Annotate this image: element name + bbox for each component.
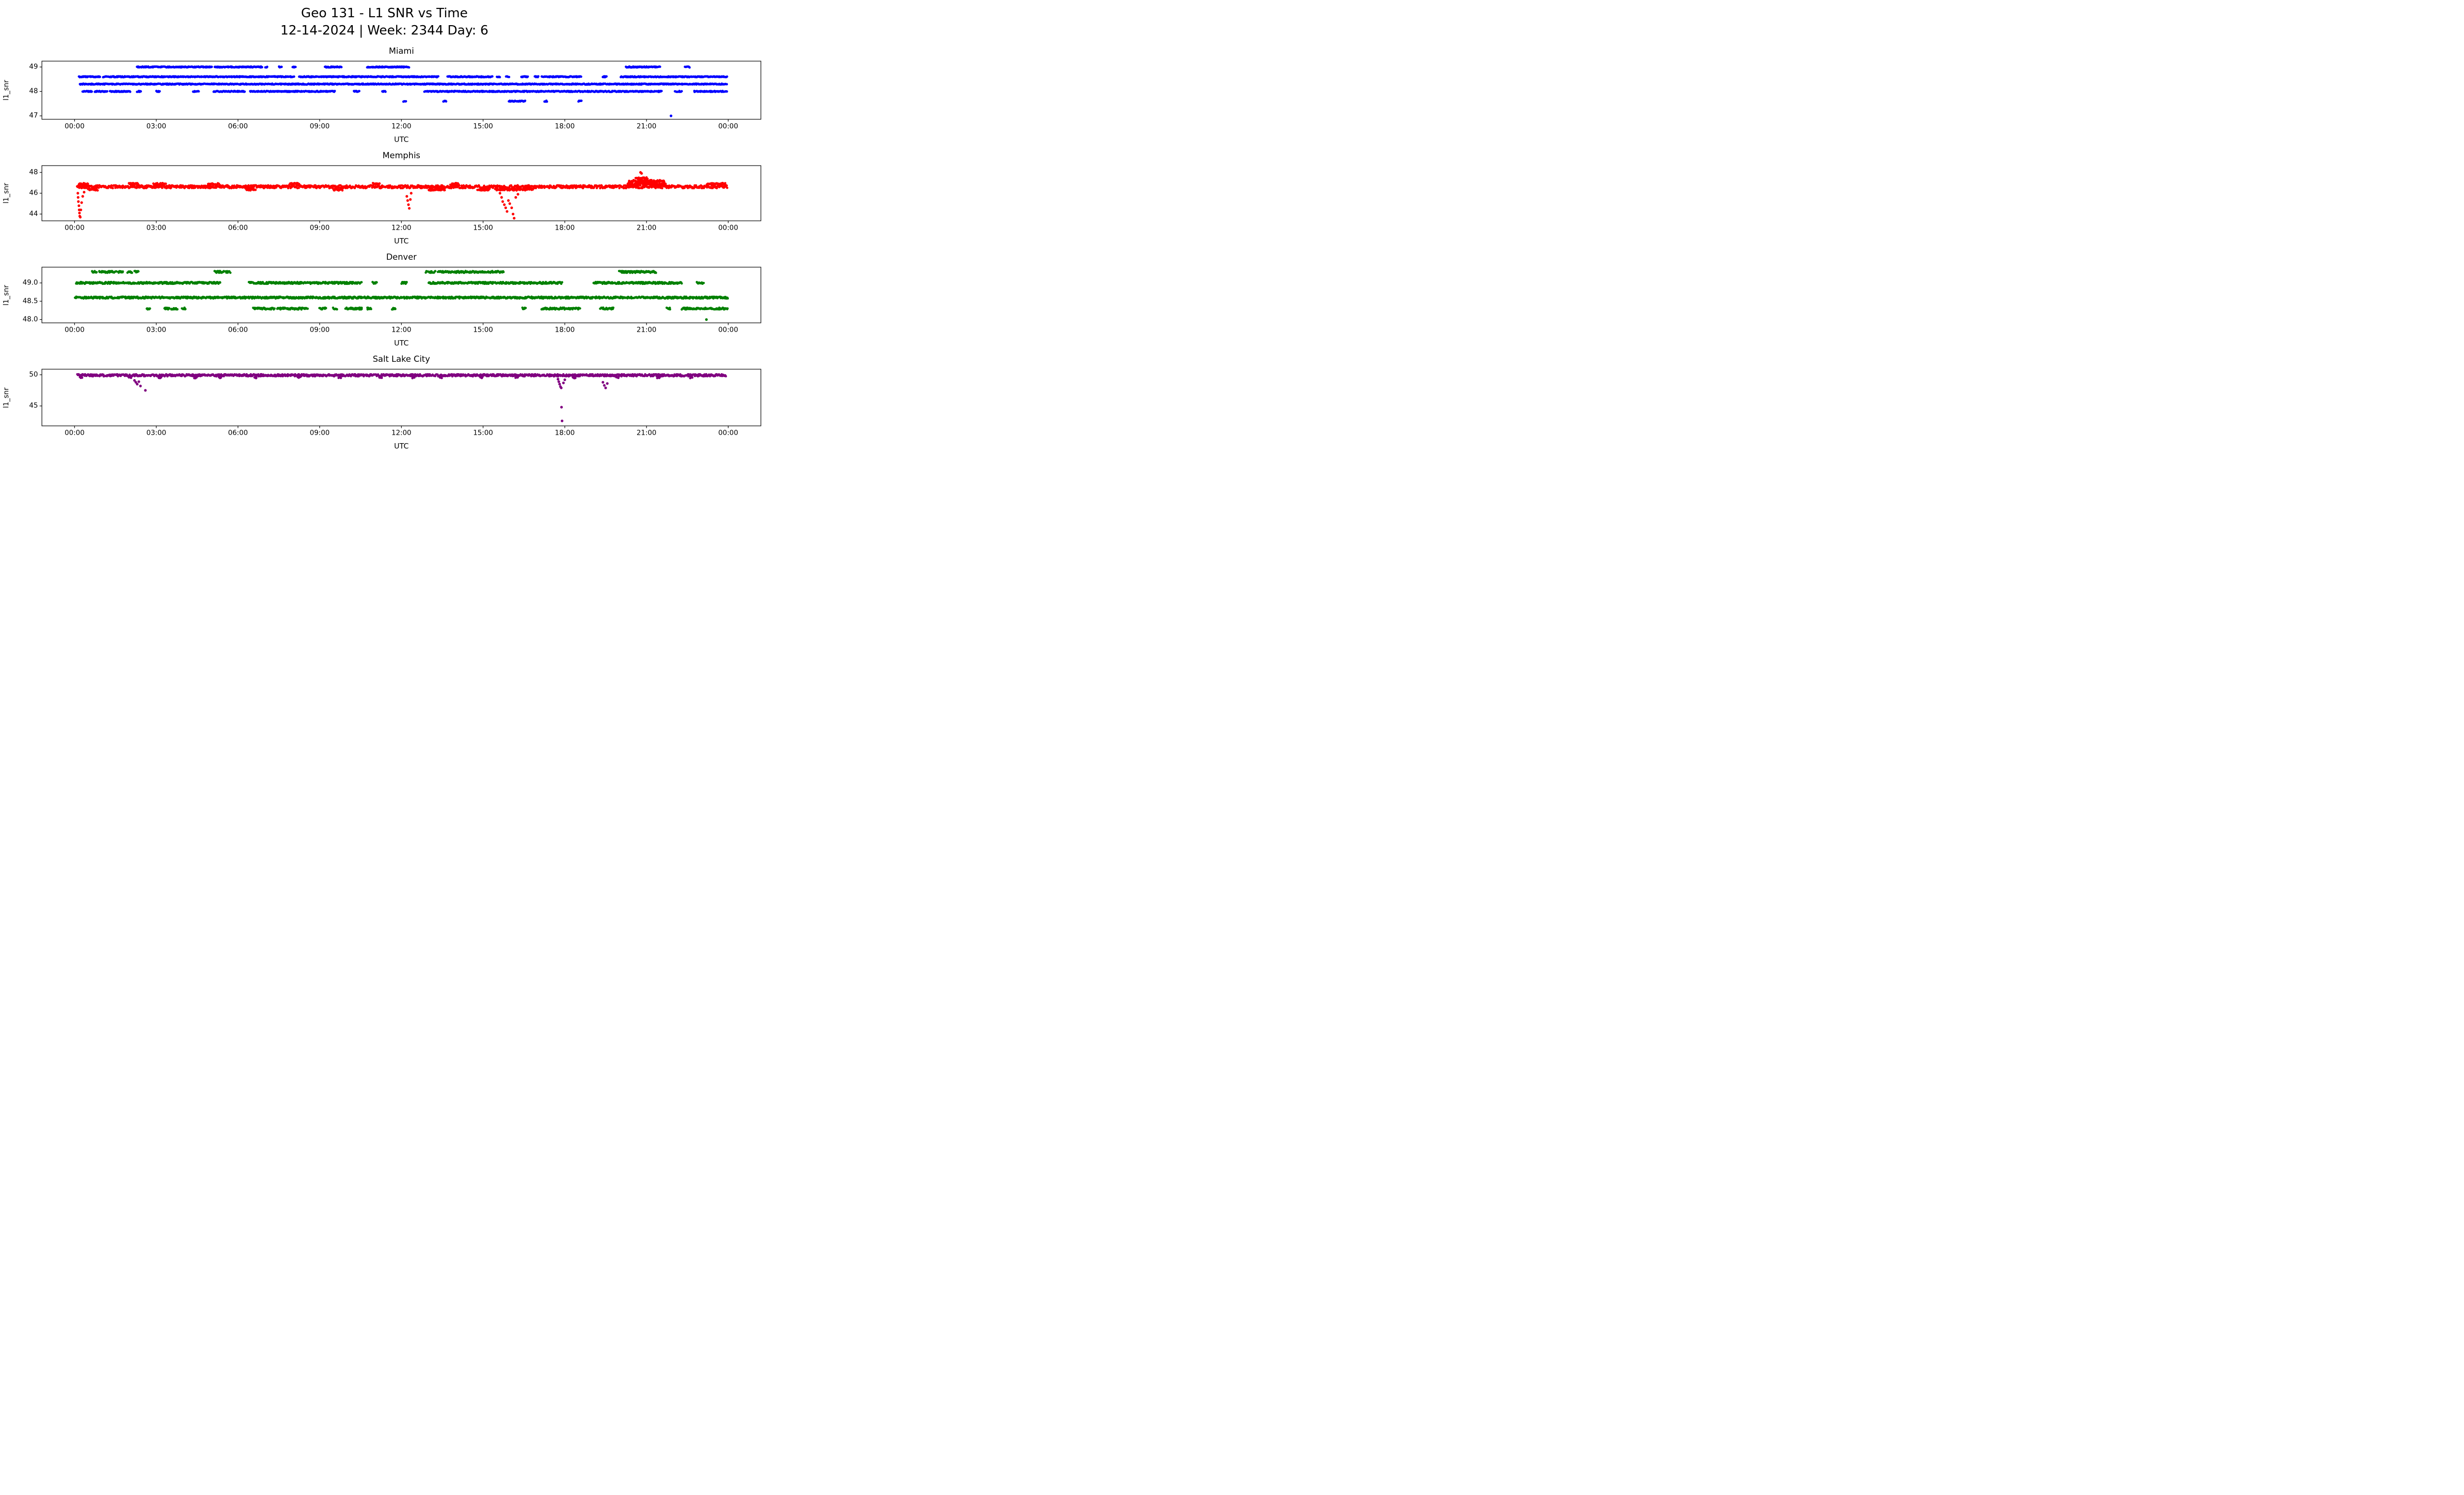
figure-root: Geo 131 - L1 SNR vs Time 12-14-2024 | We…	[0, 0, 769, 451]
plot-row-miami: l1_snr	[0, 58, 769, 135]
plot-row-denver: l1_snr	[0, 264, 769, 338]
subplot-miami: Miami l1_snr UTC	[0, 46, 769, 144]
y-axis-label-denver: l1_snr	[0, 264, 13, 338]
figure-subtitle: 12-14-2024 | Week: 2344 Day: 6	[280, 23, 489, 38]
x-axis-label-denver: UTC	[394, 339, 409, 348]
y-axis-label-memphis: l1_snr	[0, 163, 13, 236]
y-axis-label-text: l1_snr	[2, 284, 11, 306]
subplot-title-miami: Miami	[388, 46, 414, 57]
figure-title: Geo 131 - L1 SNR vs Time	[301, 6, 468, 21]
subplot-title-salt-lake-city: Salt Lake City	[373, 354, 430, 365]
y-axis-label-miami: l1_snr	[0, 58, 13, 134]
subplot-memphis: Memphis l1_snr UTC	[0, 151, 769, 245]
y-axis-label-text: l1_snr	[2, 183, 11, 204]
subplot-title-memphis: Memphis	[382, 151, 420, 161]
denver-scatter-canvas	[13, 264, 769, 338]
memphis-scatter-canvas	[13, 163, 769, 236]
x-axis-label-memphis: UTC	[394, 237, 409, 246]
subplot-denver: Denver l1_snr UTC	[0, 252, 769, 348]
miami-scatter-canvas	[13, 58, 769, 135]
plot-row-memphis: l1_snr	[0, 163, 769, 236]
subplot-title-denver: Denver	[386, 252, 417, 263]
y-axis-label-salt-lake-city: l1_snr	[0, 366, 13, 441]
x-axis-label-miami: UTC	[394, 135, 409, 144]
salt-lake-city-scatter-canvas	[13, 366, 769, 441]
y-axis-label-text: l1_snr	[2, 387, 11, 408]
subplot-salt-lake-city: Salt Lake City l1_snr UTC	[0, 354, 769, 451]
y-axis-label-text: l1_snr	[2, 80, 11, 101]
plot-row-salt-lake-city: l1_snr	[0, 366, 769, 441]
x-axis-label-salt-lake-city: UTC	[394, 442, 409, 451]
